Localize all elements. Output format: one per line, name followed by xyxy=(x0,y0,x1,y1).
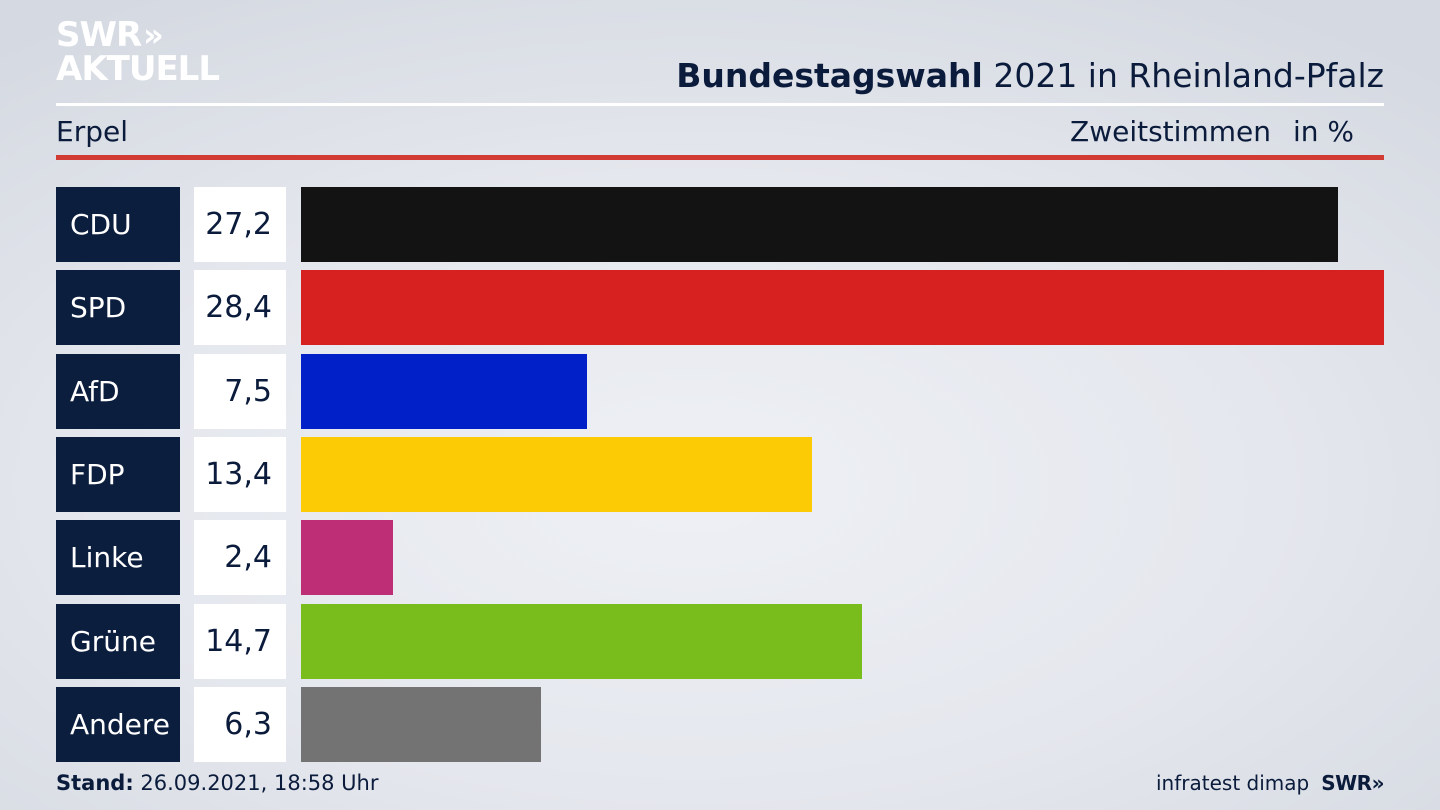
value-label: 14,7 xyxy=(194,604,286,679)
metric-name: Zweitstimmen xyxy=(1070,115,1271,148)
chart-row: AfD 7,5 xyxy=(0,354,1440,429)
metric-unit: in % xyxy=(1292,115,1354,148)
value-label: 2,4 xyxy=(194,520,286,595)
timestamp-label: Stand: xyxy=(56,771,134,795)
header-divider xyxy=(56,103,1384,106)
logo-aktuell-text: AKTUELL xyxy=(56,49,220,89)
bar xyxy=(301,270,1384,345)
bar xyxy=(301,604,862,679)
timestamp: Stand: 26.09.2021, 18:58 Uhr xyxy=(56,771,379,795)
value-label: 28,4 xyxy=(194,270,286,345)
place-name: Erpel xyxy=(56,115,128,148)
bar xyxy=(301,520,393,595)
party-label: Grüne xyxy=(56,604,180,679)
party-label: SPD xyxy=(56,270,180,345)
party-label: CDU xyxy=(56,187,180,262)
party-label: Linke xyxy=(56,520,180,595)
party-label: Andere xyxy=(56,687,180,762)
party-label: AfD xyxy=(56,354,180,429)
logo-swr-text: SWR xyxy=(56,15,142,55)
chart-row: Grüne 14,7 xyxy=(0,604,1440,679)
timestamp-value: 26.09.2021, 18:58 Uhr xyxy=(133,771,379,795)
title-rest: 2021 in Rheinland-Pfalz xyxy=(982,56,1384,95)
party-label: FDP xyxy=(56,437,180,512)
source-label: infratest dimap xyxy=(1156,771,1310,795)
value-label: 7,5 xyxy=(194,354,286,429)
chart-row: FDP 13,4 xyxy=(0,437,1440,512)
subheader-divider xyxy=(56,155,1384,160)
value-label: 6,3 xyxy=(194,687,286,762)
footer-source: infratest dimap SWR» xyxy=(1156,771,1384,795)
chart-row: Andere 6,3 xyxy=(0,687,1440,762)
logo-line-1: SWR » xyxy=(56,18,219,52)
bar xyxy=(301,687,541,762)
chart-row: CDU 27,2 xyxy=(0,187,1440,262)
bar xyxy=(301,354,587,429)
bar xyxy=(301,437,812,512)
swr-brand-logo: SWR» xyxy=(1321,771,1384,795)
title-bold: Bundestagswahl xyxy=(676,56,983,95)
value-label: 27,2 xyxy=(194,187,286,262)
metric-label: Zweitstimmen in % xyxy=(1070,115,1354,148)
chart-row: SPD 28,4 xyxy=(0,270,1440,345)
bar xyxy=(301,187,1338,262)
chart-row: Linke 2,4 xyxy=(0,520,1440,595)
page-title: Bundestagswahl 2021 in Rheinland-Pfalz xyxy=(676,56,1384,95)
value-label: 13,4 xyxy=(194,437,286,512)
swr-aktuell-logo: SWR » AKTUELL xyxy=(56,18,220,89)
